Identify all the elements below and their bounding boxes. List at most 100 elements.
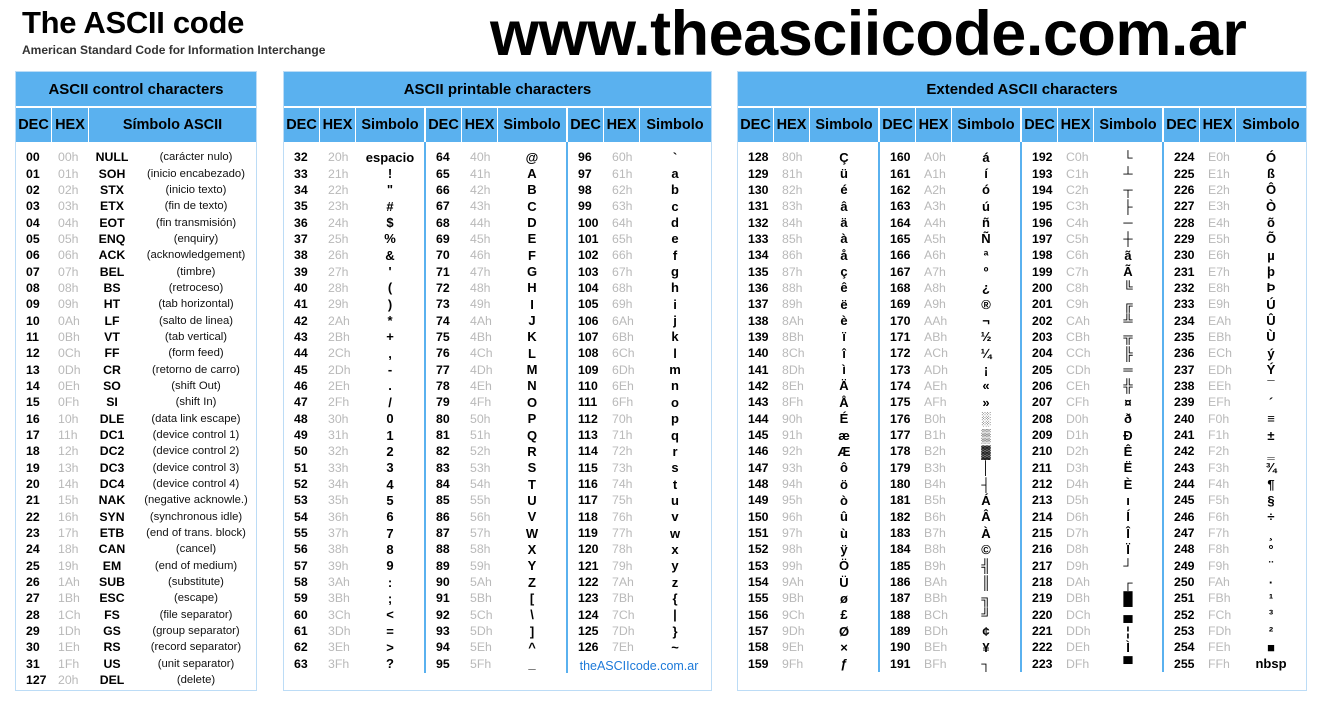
table-row: 53 35h 5 xyxy=(284,492,424,508)
symbol-value: ¯ xyxy=(1267,378,1275,394)
symbol-value: ┘ xyxy=(1123,558,1133,574)
hex-value: 5Ch xyxy=(470,607,493,622)
table-row: 190 BEh ¥ xyxy=(880,639,1020,655)
hex-value: C8h xyxy=(1066,280,1089,295)
hex-value: A3h xyxy=(924,199,946,214)
symbol-value: ┼ xyxy=(1123,231,1133,247)
symbol-value: EOT xyxy=(99,215,125,230)
dec-value: 112 xyxy=(578,411,598,426)
table-row: 46 2Eh. xyxy=(284,378,424,394)
symbol-value: HT xyxy=(103,297,121,312)
printable-table-header: DEC HEX Simbolo DEC HEX Simbolo DEC HEX Simbolo xyxy=(284,108,711,142)
col-dec: DEC xyxy=(284,108,320,142)
hex-value: C4h xyxy=(1066,215,1089,230)
hex-value: 32h xyxy=(328,444,349,459)
dec-value: 169 xyxy=(890,297,911,312)
table-row: 74 4Ah J xyxy=(426,312,566,328)
description: (acknowledgement) xyxy=(146,249,246,262)
dec-value: 120 xyxy=(578,542,599,557)
symbol-value: espacio xyxy=(365,149,415,165)
hex-value: 58h xyxy=(470,542,491,557)
symbol-value: ô xyxy=(840,460,848,476)
hex-value: 8Bh xyxy=(782,329,804,344)
table-row: 127 20h DEL (delete) xyxy=(16,672,256,688)
symbol-value: H xyxy=(527,280,537,296)
hex-value: F9h xyxy=(1208,558,1230,573)
dec-value: 65 xyxy=(436,166,450,181)
description: (salto de linea) xyxy=(158,314,234,327)
symbol-value: P xyxy=(527,411,537,427)
hex-value: 0Dh xyxy=(58,362,81,377)
symbol-value: Ç xyxy=(839,149,849,165)
dec-value: 97 xyxy=(578,166,592,181)
hex-value: 61h xyxy=(612,166,633,181)
description: (retroceso) xyxy=(168,281,224,294)
dec-value: 255 xyxy=(1174,656,1195,671)
hex-value: A6h xyxy=(924,248,946,263)
table-row: 172 ACh ¼ xyxy=(880,345,1020,361)
hex-value: 1Dh xyxy=(58,624,81,639)
description: (end of trans. block) xyxy=(146,527,246,540)
dec-value: 29 xyxy=(26,624,40,639)
hex-value: D9h xyxy=(1066,558,1089,573)
hex-value: 54h xyxy=(470,477,491,492)
symbol-value: DLE xyxy=(99,411,125,426)
table-row: 229 E5h Õ xyxy=(1164,231,1306,247)
dec-value: 82 xyxy=(436,444,450,459)
header-group: DEC HEX Simbolo xyxy=(738,108,880,142)
dec-value: 17 xyxy=(26,428,40,443)
site-url[interactable]: www.theasciicode.com.ar xyxy=(490,0,1247,69)
symbol-value: B xyxy=(527,182,537,198)
hex-value: E4h xyxy=(1208,215,1230,230)
table-row: 67 43h C xyxy=(426,198,566,214)
symbol-value: ¥ xyxy=(982,639,990,655)
dec-value: 123 xyxy=(578,591,599,606)
dec-value: 161 xyxy=(890,166,911,181)
table-row: 36 24h $ xyxy=(284,214,424,230)
symbol-value: w xyxy=(669,525,681,541)
hex-value: D0h xyxy=(1066,411,1089,426)
hex-value: 5Eh xyxy=(470,640,492,655)
hex-value: 0Fh xyxy=(58,395,80,410)
symbol-value: DEL xyxy=(99,673,125,688)
dec-value: 122 xyxy=(578,575,599,590)
dec-value: 132 xyxy=(748,215,769,230)
dec-value: 109 xyxy=(578,362,599,377)
symbol-value: ─ xyxy=(1123,215,1133,231)
dec-value: 194 xyxy=(1032,182,1053,197)
hex-value: 21h xyxy=(328,166,349,181)
footer-link[interactable]: theASCIIcode.com.ar xyxy=(579,658,699,673)
hex-value: F6h xyxy=(1208,509,1230,524)
dec-value: 69 xyxy=(436,231,450,246)
hex-value: DEh xyxy=(1066,640,1090,655)
symbol-value: å xyxy=(840,247,848,263)
table-row: 04 04h EOT (fin transmisión) xyxy=(16,214,256,230)
col-dec: DEC xyxy=(880,108,916,142)
hex-value: 52h xyxy=(470,444,491,459)
symbol-value: ] xyxy=(529,623,535,639)
table-row: 35 23h # xyxy=(284,198,424,214)
symbol-value: l xyxy=(673,345,677,361)
table-row: 183 B7h À xyxy=(880,525,1020,541)
hex-value: 7Eh xyxy=(612,640,634,655)
dec-value: 37 xyxy=(294,231,308,246)
extended-characters-table: Extended ASCII characters DEC HEX Simbolo D… xyxy=(737,71,1307,691)
symbol-value: Æ xyxy=(837,443,851,459)
table-row: 47 2Fh / xyxy=(284,394,424,410)
table-row: 173 ADh ¡ xyxy=(880,361,1020,377)
dec-value: 146 xyxy=(748,444,769,459)
dec-value: 50 xyxy=(294,444,308,459)
table-row: 86 56h V xyxy=(426,509,566,525)
hex-value: FEh xyxy=(1208,640,1231,655)
table-row: 10 0Ah LF (salto de linea) xyxy=(16,312,256,328)
hex-value: EEh xyxy=(1208,378,1232,393)
table-row: 110 6Eh n xyxy=(568,378,710,394)
symbol-value: Ì xyxy=(1126,639,1130,655)
dec-value: 62 xyxy=(294,640,308,655)
description: (enquiry) xyxy=(173,232,219,245)
hex-value: EBh xyxy=(1208,329,1232,344)
table-row: 56 38h 8 xyxy=(284,541,424,557)
dec-value: 239 xyxy=(1174,395,1195,410)
table-row: 64 40h @ xyxy=(426,149,566,165)
table-row: 96 60h ` xyxy=(568,149,710,165)
